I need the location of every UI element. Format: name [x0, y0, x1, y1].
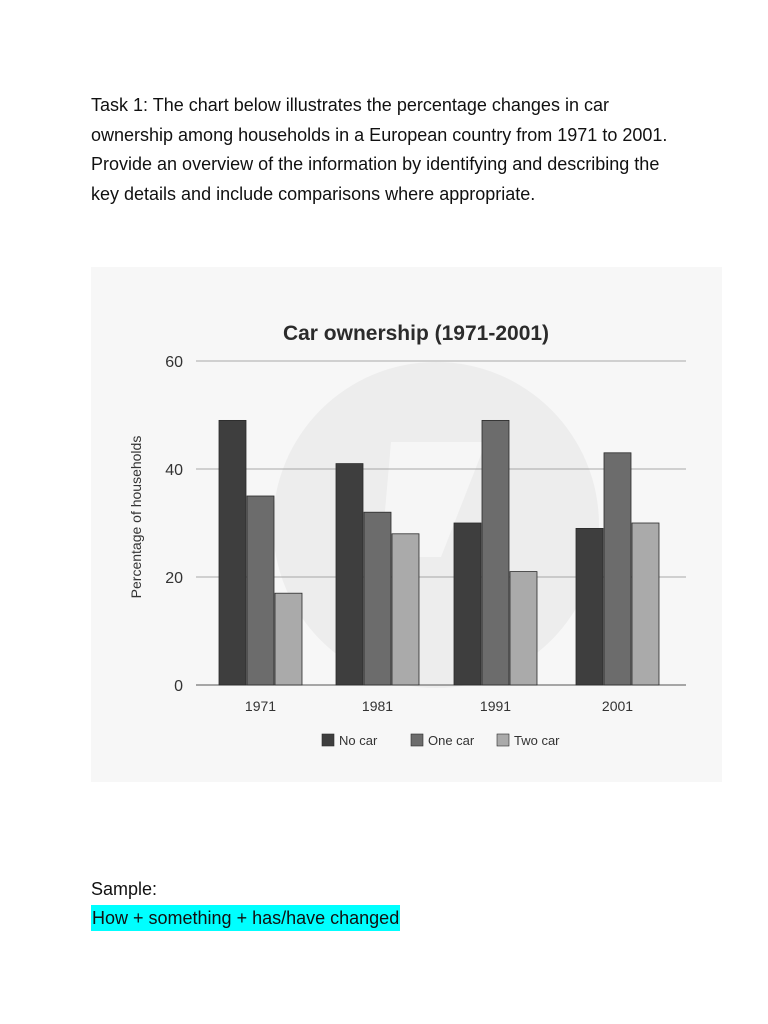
- bar: [631, 522, 660, 686]
- bar: [218, 419, 247, 686]
- y-tick-label: 60: [165, 354, 183, 371]
- legend-label: No car: [339, 733, 378, 748]
- bar-chart: Car ownership (1971-2001) Percentage of …: [128, 322, 686, 748]
- task-prompt: Task 1: The chart below illustrates the …: [91, 95, 668, 204]
- x-tick-label: 1991: [480, 698, 511, 714]
- y-tick-label: 20: [165, 570, 183, 587]
- bar: [274, 592, 303, 686]
- sample-label: Sample:: [91, 879, 158, 899]
- x-tick-label: 1971: [245, 698, 276, 714]
- bar: [391, 533, 420, 686]
- legend-label: One car: [428, 733, 475, 748]
- bar: [575, 527, 604, 686]
- legend-swatch: [410, 733, 424, 747]
- bar: [509, 571, 538, 686]
- chart-title: Car ownership (1971-2001): [283, 322, 549, 345]
- x-tick-label: 2001: [602, 698, 633, 714]
- bar: [453, 522, 482, 686]
- y-tick-label: 0: [174, 678, 183, 695]
- bar: [335, 463, 364, 686]
- x-tick-label: 1981: [362, 698, 393, 714]
- y-axis-label: Percentage of households: [128, 436, 144, 599]
- legend-swatch: [321, 733, 335, 747]
- bar: [363, 511, 392, 686]
- highlighted-sample-phrase: How + something + has/have changed: [91, 905, 401, 931]
- bar: [481, 419, 510, 686]
- chart-figure: Car ownership (1971-2001) Percentage of …: [91, 267, 722, 782]
- y-tick-label: 40: [165, 462, 183, 479]
- legend-label: Two car: [514, 733, 560, 748]
- watermark-logo: [273, 362, 599, 688]
- legend-swatch: [496, 733, 510, 747]
- bar: [246, 495, 275, 686]
- bar: [603, 452, 632, 686]
